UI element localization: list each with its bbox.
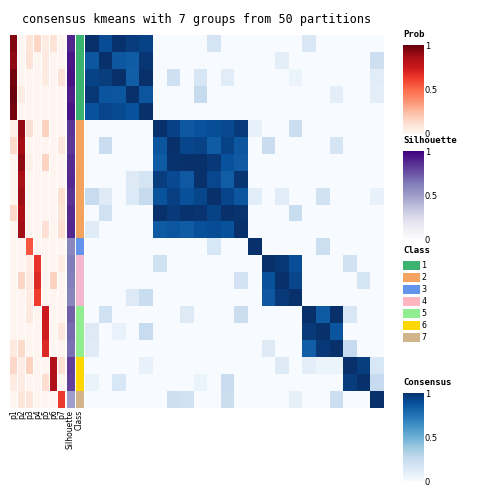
Text: 3: 3 <box>422 285 427 294</box>
Text: Class: Class <box>403 245 430 255</box>
X-axis label: p4: p4 <box>33 410 42 419</box>
Text: 4: 4 <box>422 297 427 306</box>
X-axis label: p1: p1 <box>9 410 18 419</box>
X-axis label: p2: p2 <box>17 410 26 419</box>
X-axis label: Class: Class <box>75 410 84 430</box>
X-axis label: Silhouette: Silhouette <box>66 410 75 449</box>
Text: Silhouette: Silhouette <box>403 136 457 145</box>
X-axis label: p6: p6 <box>49 410 58 419</box>
Text: 2: 2 <box>422 273 427 282</box>
Text: Prob: Prob <box>403 30 425 39</box>
X-axis label: p3: p3 <box>25 410 34 419</box>
Text: 7: 7 <box>422 333 427 342</box>
X-axis label: p5: p5 <box>41 410 50 419</box>
Text: 1: 1 <box>422 261 427 270</box>
Text: 6: 6 <box>422 321 427 330</box>
Text: Consensus: Consensus <box>403 378 452 387</box>
X-axis label: p7: p7 <box>57 410 66 419</box>
Text: consensus kmeans with 7 groups from 50 partitions: consensus kmeans with 7 groups from 50 p… <box>22 13 371 26</box>
Text: 5: 5 <box>422 309 427 318</box>
